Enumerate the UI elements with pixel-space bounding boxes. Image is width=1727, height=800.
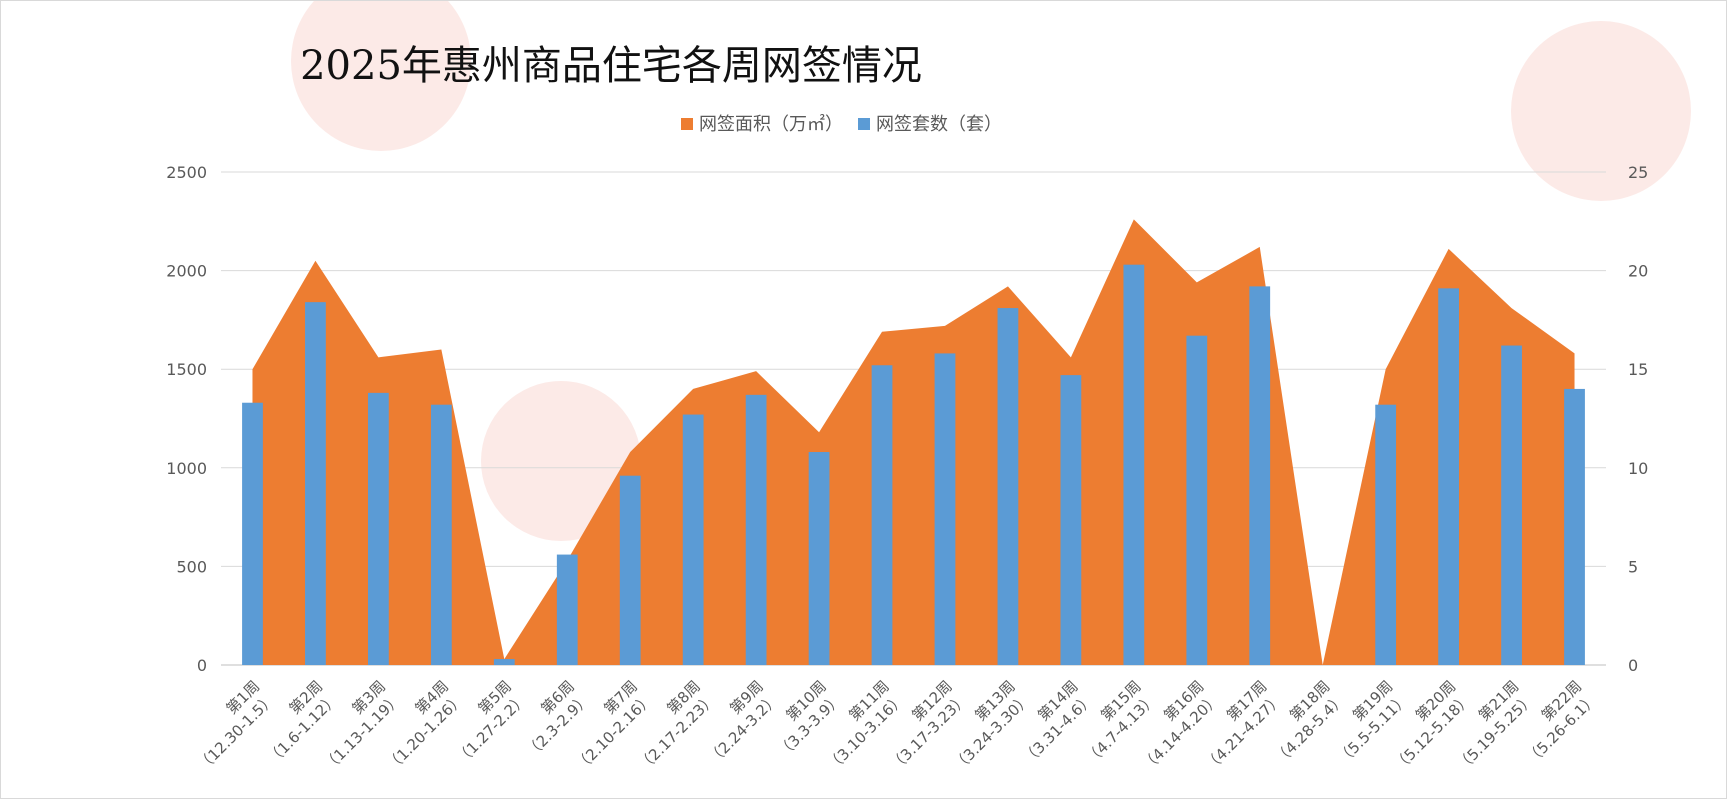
y-right-tick-label: 5 (1628, 557, 1638, 576)
y-right-tick-label: 0 (1628, 656, 1638, 675)
y-left-tick-label: 500 (176, 557, 207, 576)
bar (305, 302, 326, 665)
y-right-tick-label: 15 (1628, 360, 1648, 379)
watermark (291, 1, 1691, 541)
area-series-path (252, 219, 1575, 665)
bar (682, 414, 704, 665)
bar (430, 404, 452, 665)
bar (871, 365, 893, 665)
x-tick-label: 第6周（2.3-2.9） (522, 677, 594, 761)
bar (808, 452, 830, 665)
bar (997, 308, 1019, 665)
y-left-tick-label: 1500 (166, 360, 207, 379)
y-right-tick-label: 10 (1628, 459, 1648, 478)
bar-series (242, 264, 1585, 665)
legend-label-area: 网签面积（万㎡） (699, 113, 843, 135)
y-left-tick-label: 2000 (166, 262, 207, 281)
watermark-logo-icon (481, 381, 641, 541)
y-left-tick-label: 2500 (166, 163, 207, 182)
bar (1186, 335, 1208, 665)
legend-swatch-area (681, 118, 693, 130)
y-left-tick-label: 1000 (166, 459, 207, 478)
y-right-tick-label: 20 (1628, 262, 1648, 281)
x-tick-label: 第5周（1.27-2.2） (452, 677, 530, 768)
area-series (252, 219, 1575, 665)
bar (1249, 286, 1271, 665)
bar (934, 353, 956, 665)
watermark-logo-icon (291, 1, 471, 151)
x-tick-label: 第9周（2.24-3.2） (704, 677, 782, 768)
x-tick-label: 第1周（12.30-1.5） (194, 677, 279, 775)
bar (493, 659, 515, 665)
y-left-tick-label: 0 (197, 656, 207, 675)
chart-title: 2025年惠州商品住宅各周网签情况 (300, 43, 922, 89)
legend-swatch-count (858, 118, 870, 130)
y-right-tick-label: 25 (1628, 163, 1648, 182)
bar (1375, 404, 1397, 665)
x-tick-label: 第22周（5.26-6.1） (1523, 677, 1601, 768)
bar (1564, 388, 1585, 665)
bar (619, 475, 641, 665)
bar (745, 394, 767, 665)
legend-label-count: 网签套数（套） (876, 114, 1002, 135)
bar (1438, 288, 1460, 665)
bar (242, 402, 263, 665)
watermark-logo-icon (1511, 21, 1691, 201)
bar (1060, 375, 1082, 665)
bar (556, 554, 578, 665)
bar (1501, 345, 1522, 665)
legend: 网签面积（万㎡） 网签套数（套） (681, 113, 1002, 135)
bar (367, 392, 389, 665)
x-tick-label: 第10周（3.3-3.9） (774, 677, 846, 761)
bar (1123, 264, 1145, 665)
